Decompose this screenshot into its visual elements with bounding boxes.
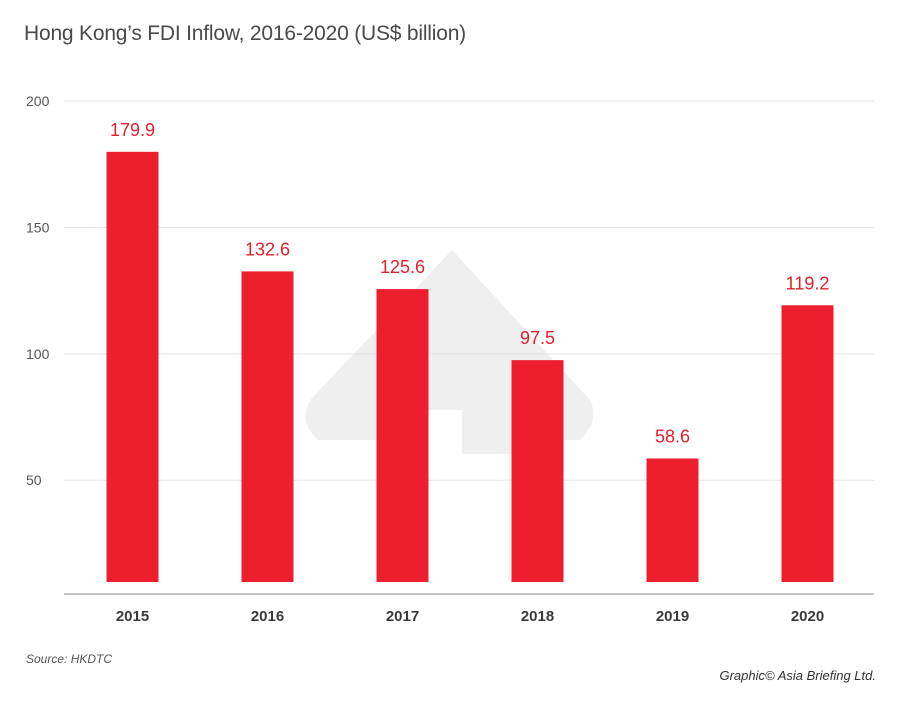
bar-2020 [781,305,834,582]
bar-2016 [241,271,294,582]
x-tick-label-2016: 2016 [251,608,284,625]
value-label-2020: 119.2 [786,273,830,293]
y-tick-label-200: 200 [26,93,50,109]
gridlines [64,100,874,481]
bar-2019 [646,458,699,582]
value-labels: 179.9 132.6 125.6 97.5 58.6 119.2 [110,120,829,447]
bar-2017 [376,289,429,582]
value-label-2017: 125.6 [380,257,425,277]
chart-title: Hong Kong’s FDI Inflow, 2016-2020 (US$ b… [24,22,466,45]
x-tick-label-2019: 2019 [656,608,689,625]
x-tick-label-2020: 2020 [791,608,824,625]
x-axis: 2015 2016 2017 2018 2019 2020 [64,593,874,625]
y-axis-tick-labels: 50 100 150 200 [26,93,50,488]
x-tick-label-2017: 2017 [386,608,419,625]
x-tick-label-2015: 2015 [116,608,149,625]
y-tick-label-150: 150 [26,219,50,235]
bar-2018 [511,360,564,582]
credit-note: Graphic© Asia Briefing Ltd. [719,668,876,683]
watermark-block [462,410,514,454]
value-label-2016: 132.6 [245,239,290,259]
source-note: Source: HKDTC [26,652,113,666]
bar-2015 [106,151,159,582]
value-label-2018: 97.5 [520,328,555,348]
bars [106,151,834,582]
y-tick-label-50: 50 [26,472,42,488]
y-tick-label-100: 100 [26,346,50,362]
value-label-2015: 179.9 [110,120,155,140]
value-label-2019: 58.6 [655,426,690,446]
x-tick-label-2018: 2018 [521,608,554,625]
